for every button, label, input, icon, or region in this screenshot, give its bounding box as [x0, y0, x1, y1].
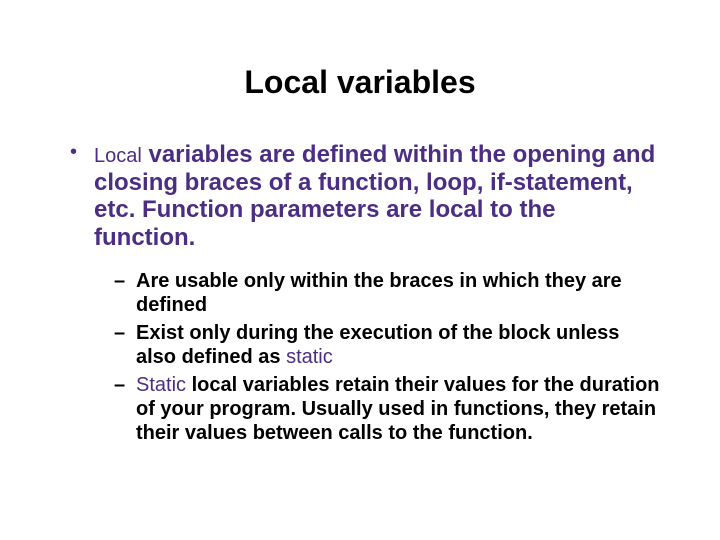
- sub-text-before: Exist only during the execution of the b…: [136, 322, 619, 368]
- sub-bullet: –Static local variables retain their val…: [114, 373, 660, 445]
- sub-bullet: –Are usable only within the braces in wh…: [114, 269, 660, 317]
- main-bullet-lead: Local: [94, 145, 142, 167]
- sub-bullet-text: Exist only during the execution of the b…: [136, 321, 660, 369]
- dash-icon: –: [114, 269, 136, 317]
- sub-text-highlight: static: [286, 346, 333, 368]
- slide-title: Local variables: [0, 64, 720, 101]
- sub-bullet: –Exist only during the execution of the …: [114, 321, 660, 369]
- dash-icon: –: [114, 373, 136, 445]
- sub-bullet-list: –Are usable only within the braces in wh…: [70, 269, 660, 445]
- sub-bullet-text: Static local variables retain their valu…: [136, 373, 660, 445]
- slide: Local variables • Local variables are de…: [0, 64, 720, 540]
- sub-text-after: local variables retain their values for …: [136, 374, 660, 444]
- bullet-dot-icon: •: [70, 141, 94, 251]
- sub-bullet-text: Are usable only within the braces in whi…: [136, 269, 660, 317]
- main-bullet: • Local variables are defined within the…: [70, 141, 660, 251]
- sub-text-highlight: Static: [136, 374, 186, 396]
- main-bullet-text: Local variables are defined within the o…: [94, 141, 660, 251]
- slide-content: • Local variables are defined within the…: [0, 141, 720, 445]
- sub-text-before: Are usable only within the braces in whi…: [136, 270, 622, 316]
- dash-icon: –: [114, 321, 136, 369]
- main-bullet-rest: variables are defined within the opening…: [94, 141, 655, 251]
